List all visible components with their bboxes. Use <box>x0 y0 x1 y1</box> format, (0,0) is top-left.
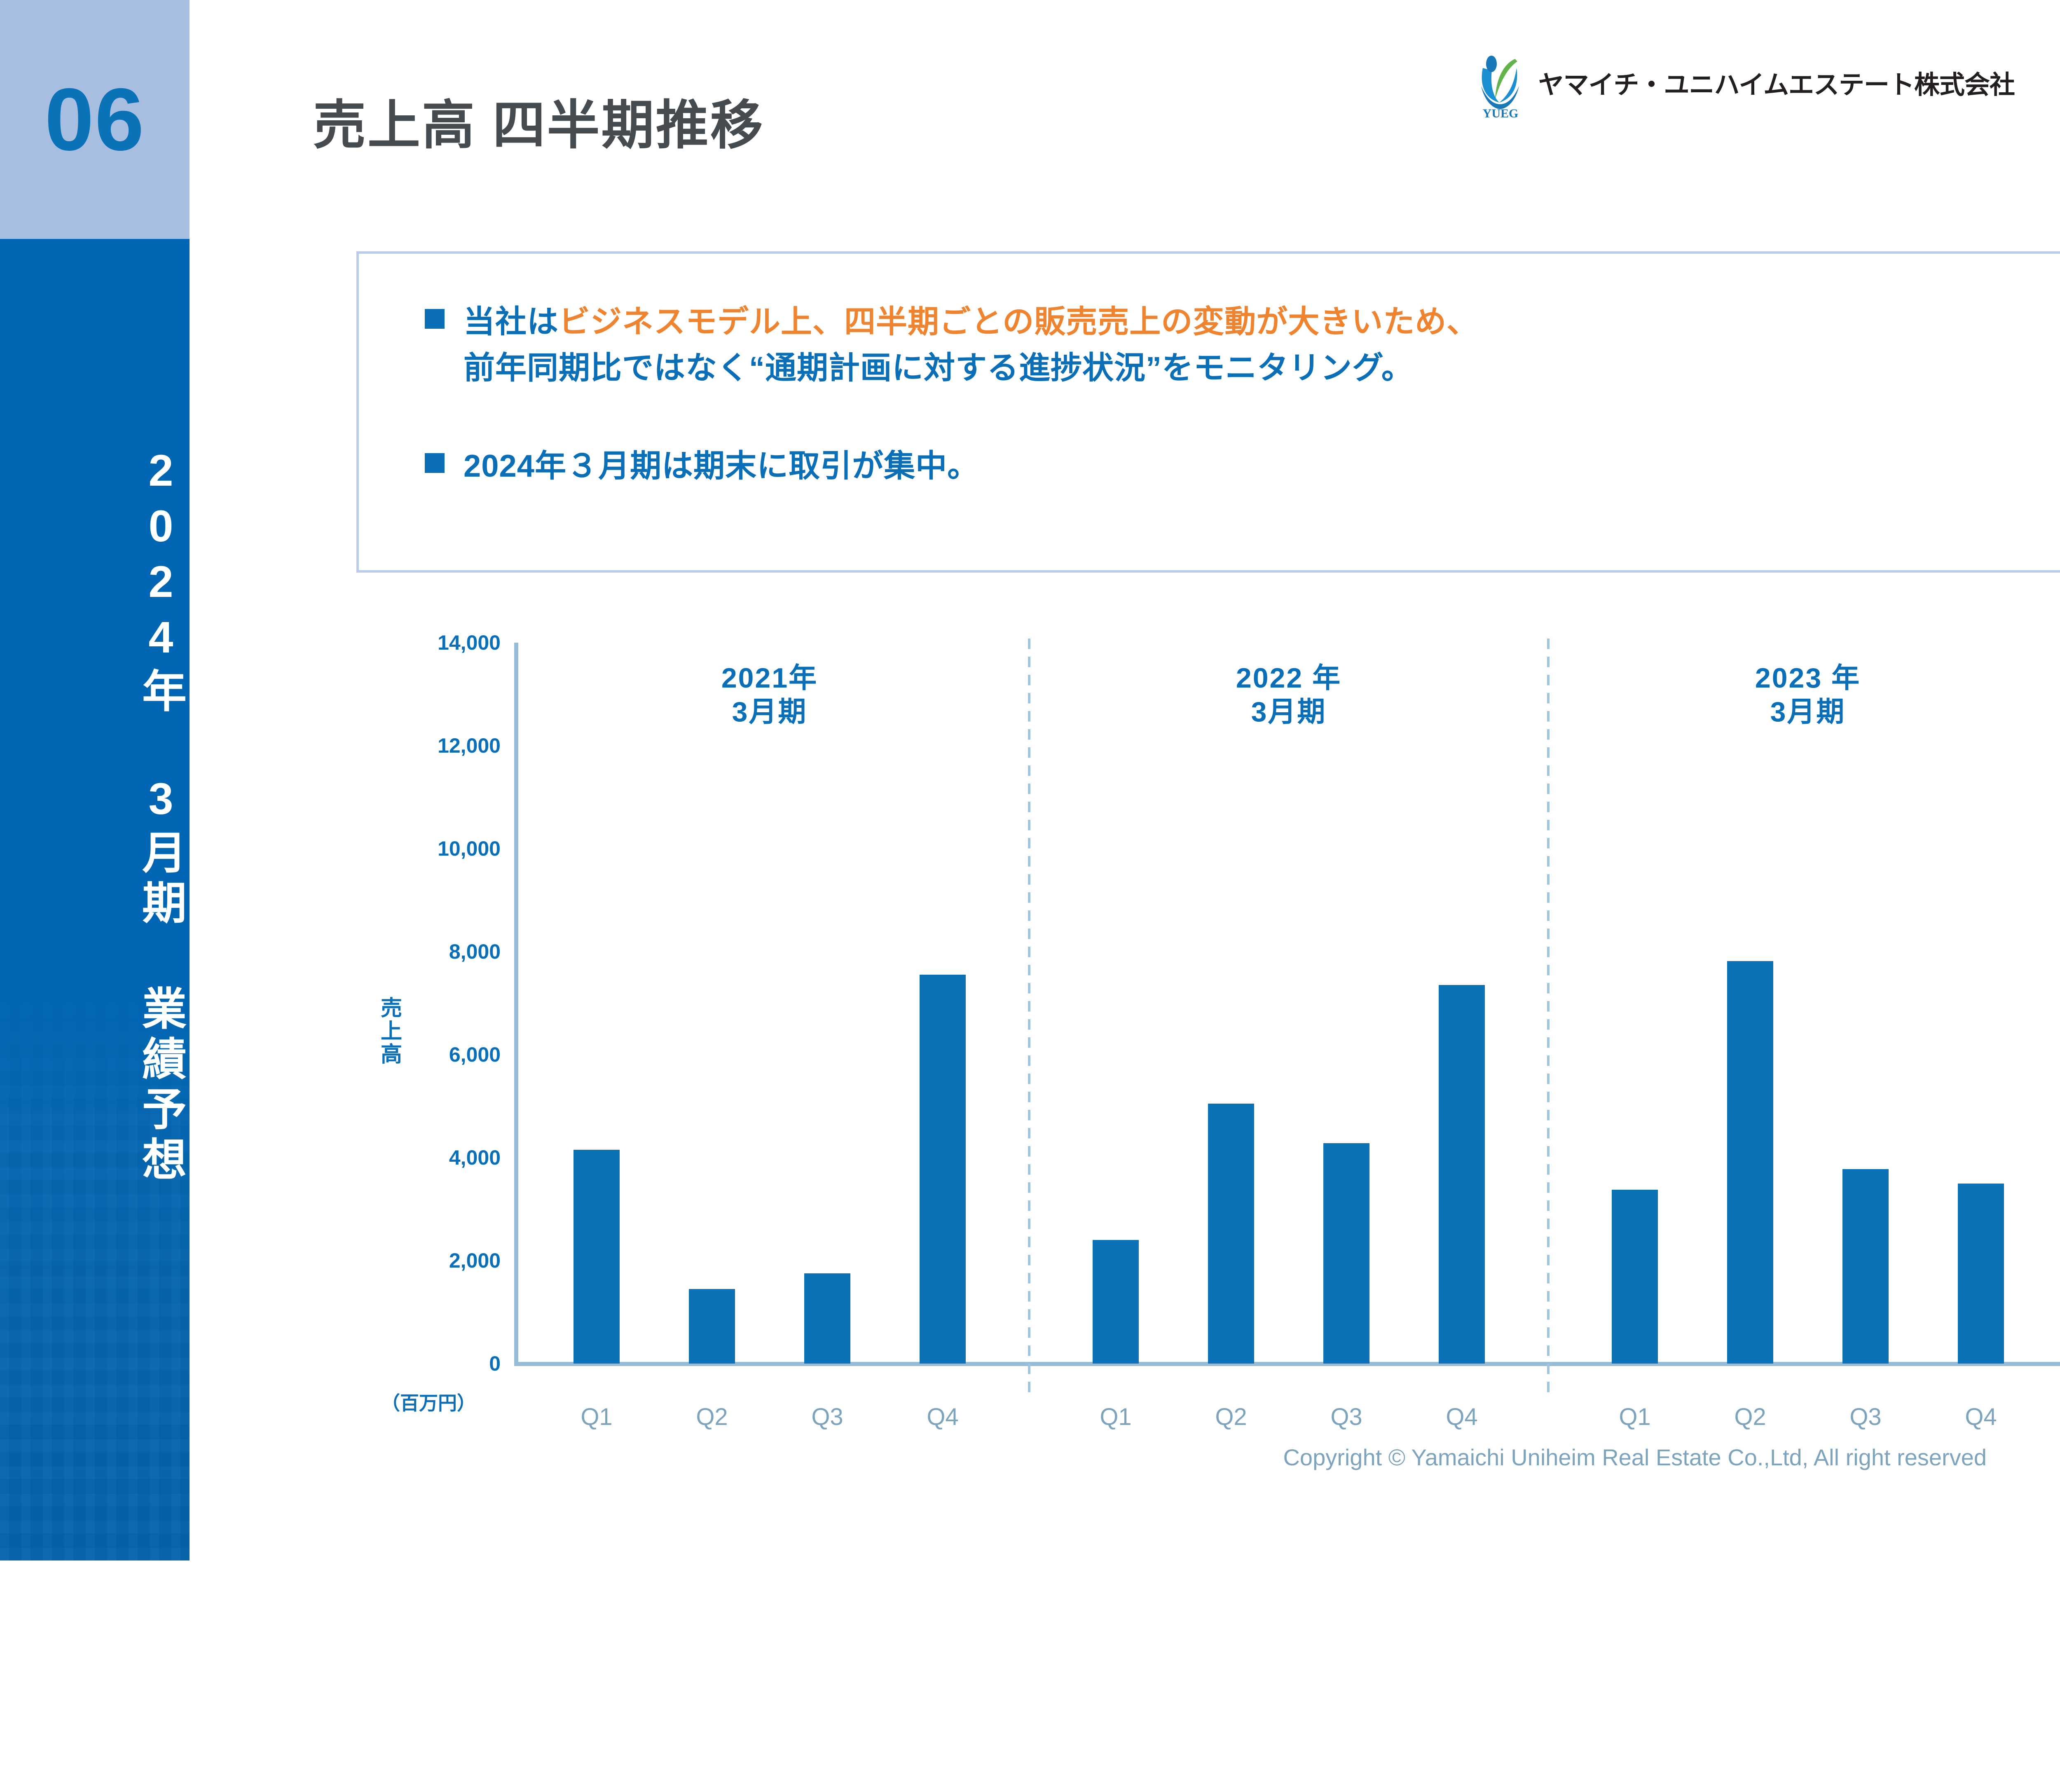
bullet-item-1: 当社はビジネスモデル上、四半期ごとの販売売上の変動が大きいため、 前年同期比では… <box>425 299 1478 392</box>
x-tick-label: Q3 <box>1330 1404 1362 1430</box>
bullet-1-line2: 前年同期比ではなく“通期計画に対する進捗状況”をモニタリング。 <box>464 351 1413 386</box>
bar <box>920 975 966 1364</box>
bar <box>689 1289 735 1364</box>
sidebar-photo <box>0 984 190 1560</box>
callout-box: 当社はビジネスモデル上、四半期ごとの販売売上の変動が大きいため、 前年同期比では… <box>356 251 2060 573</box>
x-tick-label: Q1 <box>581 1404 613 1430</box>
year-group-2: 2022 年 3月期 Q1 Q2 Q3 Q4 <box>1058 643 1519 1430</box>
year-group-label: 2021年 3月期 <box>539 662 1000 729</box>
bar <box>1208 1103 1254 1364</box>
bullet-1-text: 当社はビジネスモデル上、四半期ごとの販売売上の変動が大きいため、 前年同期比では… <box>464 299 1478 392</box>
bullet-square-icon <box>425 453 445 473</box>
year-label-line2: 3月期 <box>1251 696 1327 728</box>
year-group-label: 2022 年 3月期 <box>1058 662 1519 729</box>
x-tick-label: Q3 <box>811 1404 843 1430</box>
x-tick-label: Q1 <box>1100 1404 1132 1430</box>
bullet-item-2: 2024年３月期は期末に取引が集中。 <box>425 443 979 489</box>
x-tick-label: Q4 <box>1446 1404 1478 1430</box>
year-label-line1: 2021年 <box>721 662 818 694</box>
y-tick-label: 4,000 <box>449 1146 501 1169</box>
bar <box>574 1150 620 1364</box>
y-tick-label: 6,000 <box>449 1043 501 1066</box>
year-label-line2: 3月期 <box>1770 696 1846 728</box>
bar <box>1439 985 1485 1364</box>
sidebar-vertical-title: 2024年 3月期 業績予想 <box>136 445 186 1186</box>
bar-group <box>1577 643 2039 1364</box>
year-group-3: 2023 年 3月期 Q1 Q2 Q3 Q4 <box>1577 643 2039 1430</box>
x-tick-label: Q1 <box>1619 1404 1651 1430</box>
y-axis-label: 売上高 <box>380 997 402 1067</box>
bar <box>804 1273 850 1364</box>
bar <box>1323 1143 1369 1364</box>
y-tick-label: 12,000 <box>438 734 501 757</box>
bar <box>1842 1169 1889 1364</box>
group-divider <box>1547 639 1550 1392</box>
copyright-notice: Copyright © Yamaichi Uniheim Real Estate… <box>1283 1444 1987 1470</box>
left-rail: 06 2024年 3月期 業績予想 <box>0 0 190 1560</box>
y-tick-label: 0 <box>489 1352 501 1375</box>
group-divider <box>1028 639 1030 1392</box>
y-axis-unit: （百万円） <box>381 1392 476 1414</box>
bullet-square-icon <box>425 309 445 329</box>
x-tick-label: Q2 <box>1215 1404 1247 1430</box>
svg-text:YUEG: YUEG <box>1483 107 1519 119</box>
yueg-logo-icon: YUEG <box>1474 47 1527 120</box>
year-label-line2: 3月期 <box>732 696 808 728</box>
x-axis-line <box>514 1362 2060 1366</box>
y-tick-label: 8,000 <box>449 940 501 963</box>
page-number: 06 <box>44 70 145 169</box>
bar-group <box>539 643 1000 1364</box>
year-label-line1: 2023 年 <box>1755 662 1861 694</box>
company-name: ヤマイチ・ユニハイムエステート株式会社 <box>1538 71 2015 99</box>
page-number-block: 06 <box>0 0 190 239</box>
y-tick-label: 10,000 <box>438 837 501 860</box>
bullet-1-lead: 当社は <box>464 304 559 339</box>
x-tick-label: Q2 <box>1734 1404 1766 1430</box>
x-tick-label: Q4 <box>1965 1404 1997 1430</box>
bullet-2-text: 2024年３月期は期末に取引が集中。 <box>464 449 979 484</box>
year-group-label: 2023 年 3月期 <box>1577 662 2039 729</box>
quarterly-revenue-chart: 0 2,000 4,000 6,000 8,000 10,000 12,000 14,000 … <box>356 614 2060 1462</box>
bar <box>1727 961 1773 1364</box>
x-tick-label: Q4 <box>927 1404 959 1430</box>
y-tick-label: 2,000 <box>449 1249 501 1272</box>
page-title: 売上高 四半期推移 <box>313 96 765 155</box>
y-axis-line <box>514 643 518 1365</box>
x-tick-label: Q2 <box>696 1404 728 1430</box>
bar-group <box>1058 643 1519 1364</box>
y-tick-label: 14,000 <box>438 631 501 654</box>
year-label-line1: 2022 年 <box>1236 662 1342 694</box>
x-tick-label: Q3 <box>1849 1404 1882 1430</box>
bullet-1-highlight: ビジネスモデル上、四半期ごとの販売売上の変動が大きいため、 <box>559 304 1479 339</box>
y-axis-ticks: 0 2,000 4,000 6,000 8,000 10,000 12,000 14,000 <box>356 631 501 1375</box>
sidebar-banner: 2024年 3月期 業績予想 <box>0 239 190 1560</box>
company-logo: YUEG ヤマイチ・ユニハイムエステート株式会社 <box>1474 45 2015 120</box>
bar <box>1612 1189 1658 1364</box>
year-group-1: 2021年 3月期 Q1 Q2 Q3 Q4 <box>539 643 1000 1430</box>
bar <box>1958 1183 2004 1364</box>
bar <box>1093 1240 1139 1364</box>
